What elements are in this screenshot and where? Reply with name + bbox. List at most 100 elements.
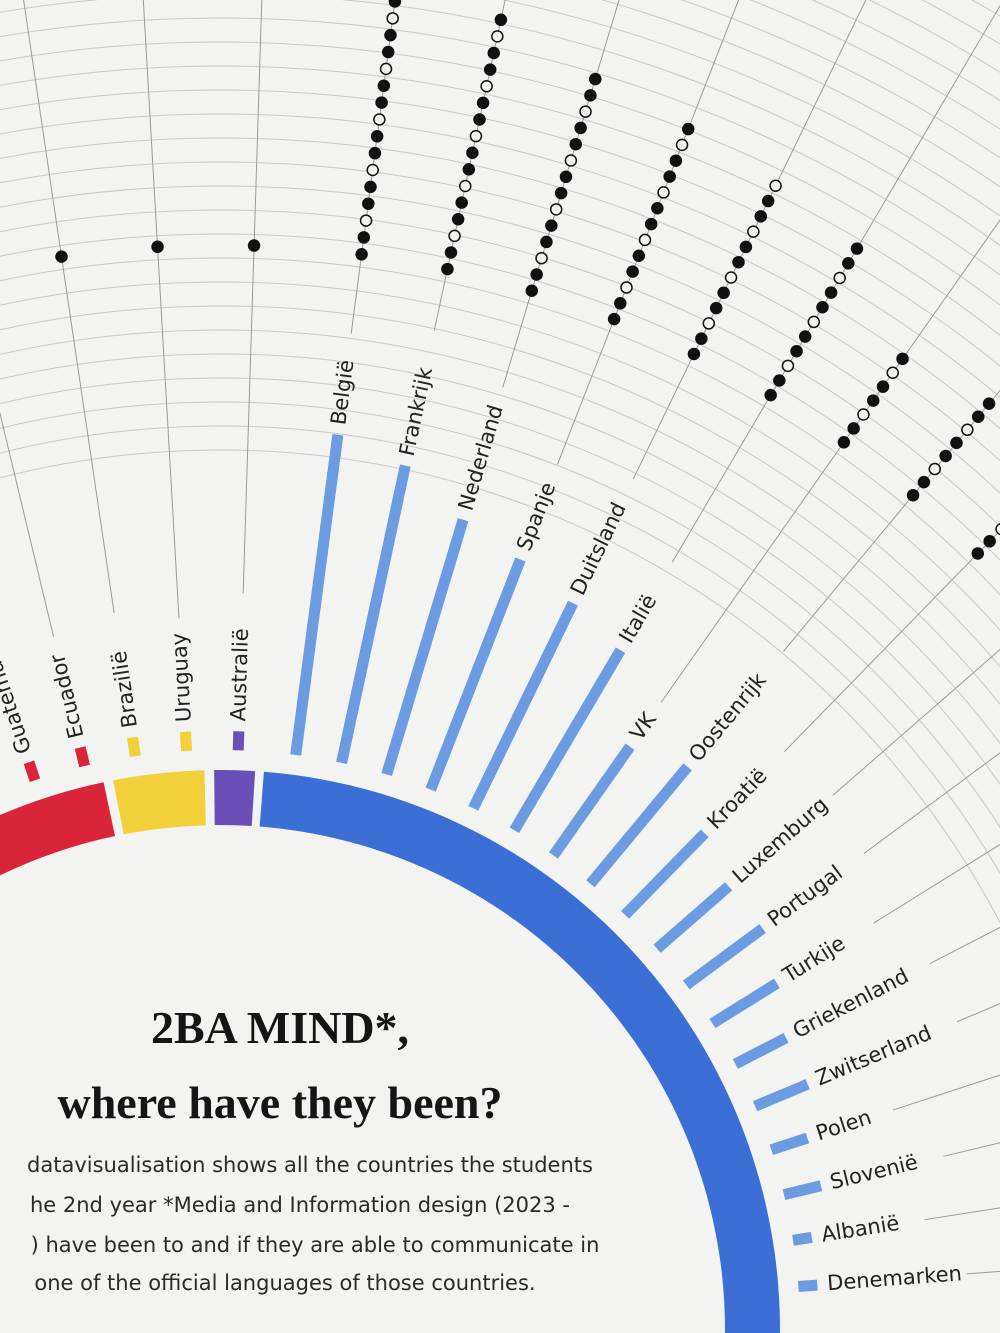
- student-dot: [559, 170, 573, 184]
- student-dot: [917, 475, 931, 489]
- student-dot: [530, 268, 543, 281]
- student-dot: [614, 297, 627, 310]
- country-ray: [783, 389, 1000, 652]
- country-ray: [671, 4, 1000, 563]
- student-dot: [896, 352, 909, 366]
- student-dot: [709, 301, 723, 315]
- country-ray: [23, 0, 115, 613]
- student-dot: [657, 186, 670, 199]
- student-dot: [589, 72, 602, 86]
- continent-ring: [214, 770, 256, 826]
- continent-ring: [259, 771, 780, 1333]
- student-dot: [769, 179, 782, 193]
- student-dot: [732, 255, 745, 269]
- student-dot: [384, 28, 397, 42]
- country-ray: [0, 411, 55, 637]
- student-dot: [364, 180, 377, 194]
- student-dot: [379, 62, 393, 76]
- student-dot: [466, 146, 479, 159]
- student-dot: [368, 146, 382, 160]
- country-bar: [74, 746, 90, 768]
- student-dot: [151, 240, 164, 254]
- student-dot: [444, 246, 458, 259]
- student-dot: [724, 271, 738, 284]
- student-dot: [632, 249, 646, 263]
- grid-ring: [0, 401, 1000, 829]
- student-dot: [540, 235, 553, 249]
- student-dot: [359, 214, 373, 227]
- continent-ring: [113, 770, 206, 835]
- student-dot: [357, 231, 371, 244]
- student-dot: [574, 121, 587, 135]
- continent-ring: [0, 782, 116, 876]
- description-line: he 2nd year *Media and Information desig…: [30, 1193, 570, 1217]
- student-dot: [982, 397, 996, 410]
- country-bar: [709, 978, 780, 1029]
- student-dot: [381, 45, 395, 59]
- student-dot: [362, 197, 375, 210]
- grid-ring: [0, 185, 1000, 494]
- student-dot: [584, 89, 597, 102]
- country-label: Australië: [226, 628, 253, 722]
- grid-ring: [0, 233, 1000, 561]
- student-dot: [906, 488, 920, 502]
- student-dot: [366, 163, 379, 177]
- grid-ring: [0, 41, 1000, 306]
- country-ray: [863, 752, 1000, 854]
- country-ray: [660, 219, 1000, 703]
- student-dot: [961, 423, 974, 437]
- grid-ring: [0, 65, 1000, 337]
- student-dot: [476, 96, 490, 110]
- student-dot: [487, 46, 501, 60]
- grid-ring: [0, 113, 1000, 398]
- student-dot: [247, 239, 261, 252]
- description-line: datavisualisation shows all the countrie…: [27, 1153, 593, 1177]
- country-bar: [232, 731, 245, 751]
- student-dot: [644, 217, 658, 231]
- description-line: ) have been to and if they are able to c…: [31, 1233, 600, 1257]
- student-dot: [620, 281, 633, 294]
- student-dot: [469, 129, 483, 143]
- student-dot: [675, 138, 689, 152]
- grid-ring: [0, 329, 1000, 706]
- student-dot: [971, 547, 985, 560]
- student-dot: [626, 265, 639, 278]
- grid-ring: [0, 425, 1000, 875]
- title-line: 2BA MIND*,: [151, 1002, 409, 1053]
- student-dot: [535, 251, 548, 265]
- student-dot: [857, 408, 870, 421]
- student-dot: [494, 13, 508, 27]
- student-dot: [983, 535, 996, 548]
- student-dot: [480, 80, 493, 93]
- grid-ring: [0, 17, 1000, 276]
- student-dot: [491, 30, 504, 43]
- student-dot: [798, 330, 812, 343]
- title-line: where have they been?: [57, 1077, 502, 1128]
- student-dot: [847, 422, 860, 435]
- country-ray: [242, 0, 263, 594]
- student-dot: [377, 79, 391, 92]
- student-dot: [681, 122, 695, 136]
- grid-ring: [0, 449, 1000, 924]
- country-bar: [752, 1079, 810, 1112]
- country-bar: [509, 647, 626, 834]
- student-dot: [807, 315, 821, 329]
- grid-ring: [0, 257, 1000, 596]
- student-dot: [451, 212, 465, 226]
- student-dot: [441, 262, 454, 276]
- country-bar: [468, 600, 578, 811]
- student-dot: [950, 436, 963, 450]
- student-dot: [939, 449, 952, 463]
- student-dot: [876, 380, 890, 393]
- description-line: one of the official languages of those c…: [34, 1271, 535, 1295]
- grid-ring: [0, 89, 1000, 367]
- student-dot: [448, 229, 461, 243]
- student-dot: [995, 523, 1000, 536]
- country-bar: [782, 1180, 823, 1200]
- student-dot: [695, 332, 708, 345]
- student-dot: [564, 154, 578, 167]
- country-bar: [682, 924, 766, 990]
- country-bar: [180, 731, 193, 752]
